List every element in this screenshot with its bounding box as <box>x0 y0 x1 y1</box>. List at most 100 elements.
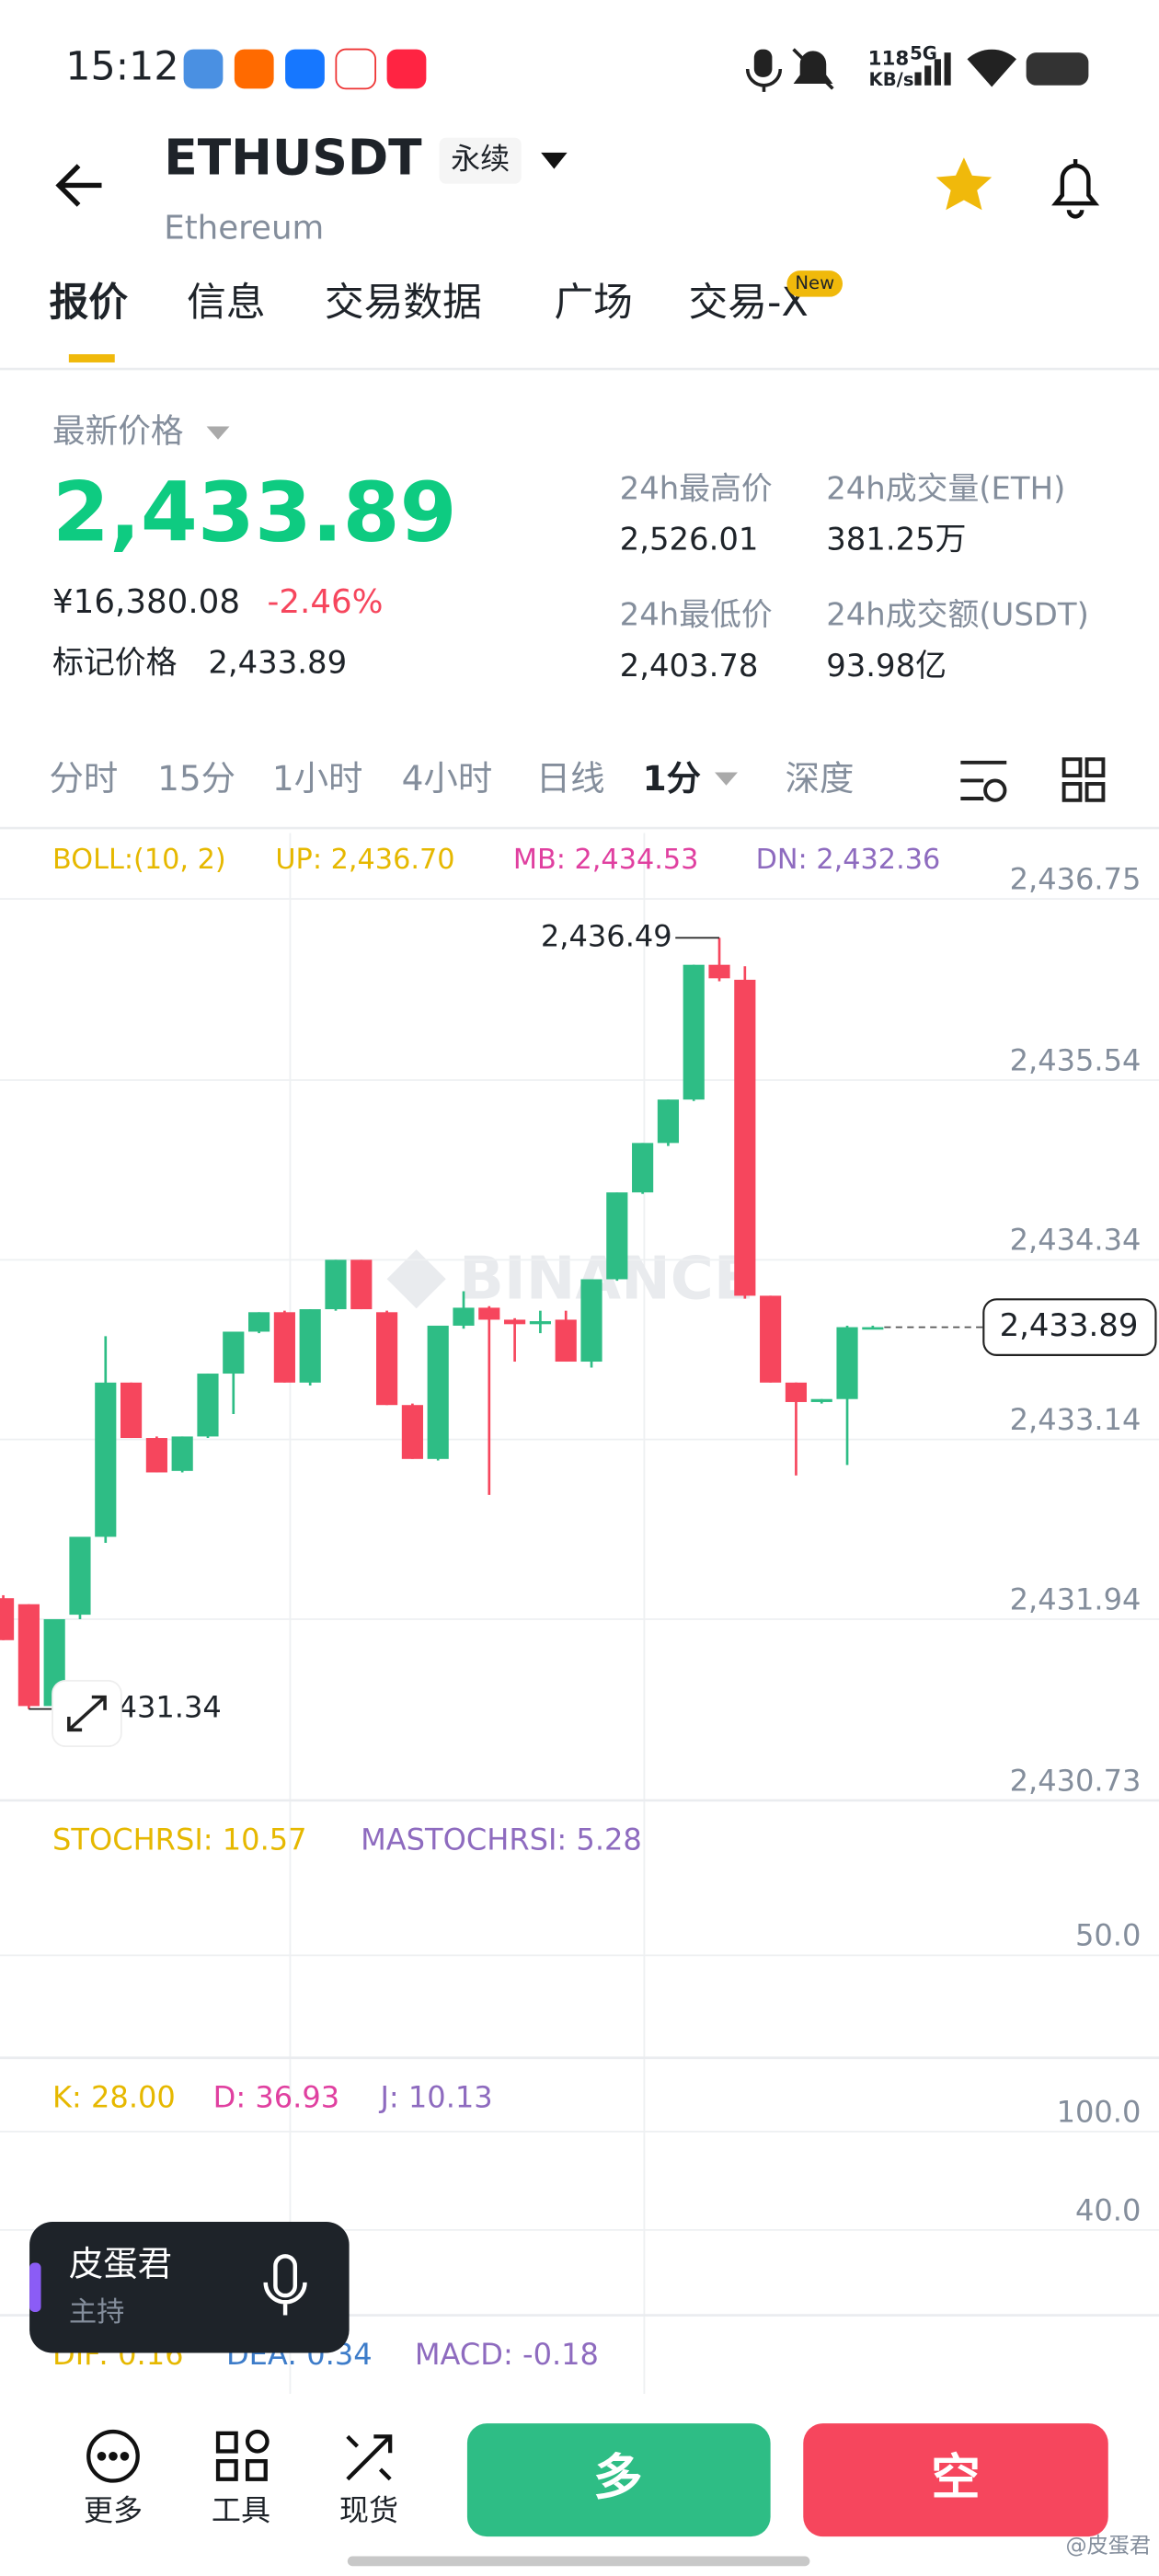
candle-body <box>197 1374 219 1437</box>
favorite-star[interactable] <box>935 157 993 211</box>
legend-entry: J: 10.13 <box>378 2079 492 2114</box>
interval[interactable]: 1小时 <box>272 758 363 799</box>
y-tick-label: 2,433.14 <box>1010 1402 1142 1437</box>
legend-entry: K: 28.00 <box>52 2079 176 2114</box>
tab[interactable]: 信息 <box>187 280 266 326</box>
candle-body <box>223 1331 245 1374</box>
candle-body <box>555 1319 577 1363</box>
interval[interactable]: 深度 <box>786 758 855 799</box>
candle-body <box>504 1319 526 1325</box>
mark-price-label: 标记价格 <box>52 644 178 680</box>
long-label: 多 <box>593 2448 642 2506</box>
stat-value: 2,403.78 <box>620 648 759 684</box>
status-app-icons <box>183 48 427 90</box>
candle-body <box>683 964 705 1100</box>
indicator-label: BOLL:(10, 2) <box>52 844 226 876</box>
high-marker-label: 2,436.49 <box>541 918 672 953</box>
interval[interactable]: 分时 <box>49 758 118 799</box>
legend-entry: MB: 2,434.53 <box>513 844 699 876</box>
stat-value: 381.25万 <box>826 522 966 558</box>
legend-entry: MASTOCHRSI: 5.28 <box>361 1822 642 1857</box>
back-button[interactable] <box>55 164 102 207</box>
candle-body <box>810 1398 832 1402</box>
expand-icon <box>67 1695 107 1732</box>
candle-body <box>248 1312 270 1332</box>
tab[interactable]: 交易数据 <box>325 280 482 326</box>
host-overlay[interactable] <box>29 2221 350 2353</box>
candle-body <box>171 1436 193 1471</box>
asset-name: Ethereum <box>164 210 324 247</box>
price-label: 最新价格 <box>52 413 184 451</box>
short-label: 空 <box>931 2448 980 2506</box>
candle-body <box>376 1312 398 1406</box>
candle-body <box>401 1405 423 1459</box>
candle-body <box>299 1309 321 1383</box>
legend-entry: D: 36.93 <box>213 2079 339 2114</box>
alert-bell[interactable] <box>1051 158 1100 219</box>
bottom-more[interactable]: 更多 <box>84 2492 143 2527</box>
candle-body <box>785 1382 808 1402</box>
stat-label: 24h最高价 <box>620 470 773 506</box>
tab[interactable]: 广场 <box>554 280 633 326</box>
legend-entry: UP: 2,436.70 <box>275 844 454 876</box>
status-icons <box>745 48 1089 92</box>
candle-body <box>760 1295 782 1383</box>
candle-body <box>453 1307 475 1326</box>
candle-body <box>529 1321 551 1325</box>
interval[interactable]: 1分 <box>643 758 701 799</box>
net-speed-unit: KB/s <box>869 69 914 90</box>
cny-price: ¥16,380.08 <box>52 583 240 621</box>
candle-body <box>95 1382 117 1537</box>
candle-body <box>427 1325 449 1459</box>
symbol-dropdown[interactable] <box>541 152 568 169</box>
y-tick-label: 2,434.34 <box>1010 1223 1142 1258</box>
interval-dropdown[interactable] <box>715 772 738 786</box>
bottom-spot[interactable]: 现货 <box>339 2492 398 2527</box>
short-button[interactable] <box>803 2423 1108 2537</box>
stat-label: 24h最低价 <box>620 597 773 633</box>
tab-indicator <box>68 354 115 362</box>
candle-body <box>69 1536 91 1616</box>
current-price-label: 2,433.89 <box>1000 1307 1139 1343</box>
chart-settings[interactable] <box>960 757 1106 802</box>
candle-body <box>325 1259 347 1310</box>
stat-label: 24h成交额(USDT) <box>826 597 1089 633</box>
macd-legend: MACD: -0.18 <box>415 2337 599 2372</box>
status-time: 15:12 <box>65 43 178 89</box>
symbol: ETHUSDT <box>164 128 422 186</box>
new-badge <box>786 270 843 297</box>
price-dropdown[interactable] <box>206 426 230 440</box>
candle-body <box>657 1099 679 1144</box>
legend-entry: STOCHRSI: 10.57 <box>52 1822 307 1857</box>
interval[interactable]: 4小时 <box>402 758 493 799</box>
candle-body <box>606 1192 628 1280</box>
candle-body <box>0 1598 15 1640</box>
stat-value: 93.98亿 <box>826 648 947 684</box>
expand-button[interactable] <box>52 1679 122 1748</box>
candle-body <box>273 1312 295 1383</box>
candle-body <box>17 1604 40 1707</box>
candle-body <box>836 1327 858 1399</box>
interval[interactable]: 日线 <box>536 758 605 799</box>
legend-entry: DN: 2,432.36 <box>756 844 941 876</box>
stat-label: 24h成交量(ETH) <box>826 470 1065 506</box>
host-name: 皮蛋君 <box>69 2244 172 2284</box>
new-badge-text: New <box>795 272 834 293</box>
credit: @皮蛋君 <box>1065 2534 1151 2558</box>
stat-value: 2,526.01 <box>620 522 759 558</box>
last-price: 2,433.89 <box>52 466 457 561</box>
bottom-tools[interactable]: 工具 <box>212 2492 270 2527</box>
candle-body <box>708 964 730 979</box>
y-tick-label: 2,435.54 <box>1010 1042 1142 1077</box>
y-tick-label: 40.0 <box>1075 2192 1141 2227</box>
candle-body <box>145 1438 167 1473</box>
long-button[interactable] <box>466 2423 771 2537</box>
candle-body <box>734 979 756 1296</box>
tab[interactable]: 报价 <box>49 280 128 326</box>
candle-body <box>350 1259 373 1310</box>
candlestick-chart: BINANCE 2,436.752,435.542,434.342,433.14… <box>0 833 1159 2395</box>
candle-body <box>120 1382 143 1439</box>
interval[interactable]: 15分 <box>157 758 235 799</box>
home-indicator <box>347 2556 810 2567</box>
